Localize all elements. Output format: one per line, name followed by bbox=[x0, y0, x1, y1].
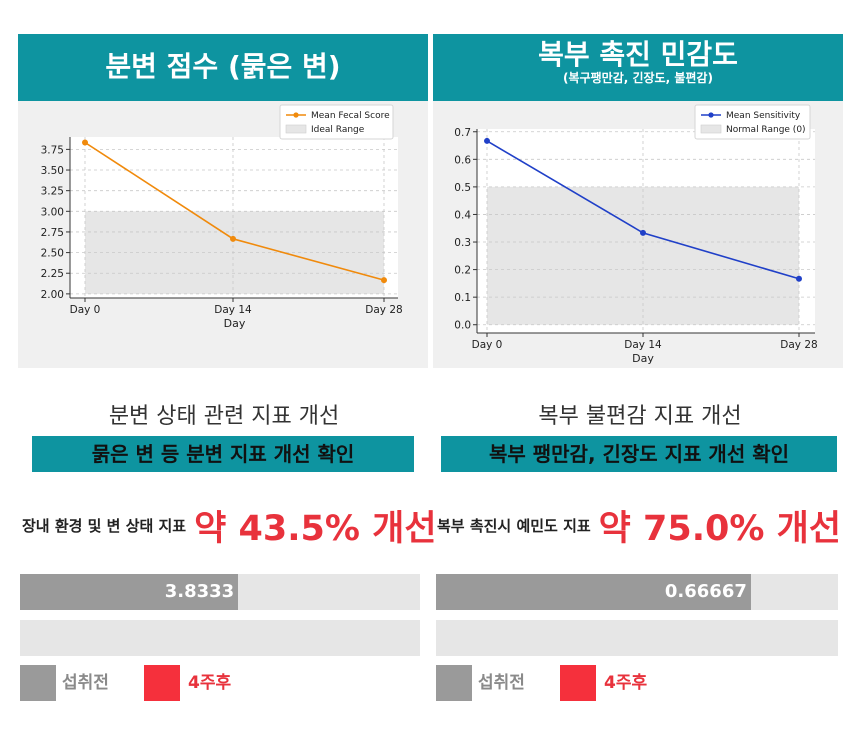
data-point bbox=[381, 277, 387, 284]
legend-label-before: 섭취전 bbox=[478, 673, 525, 693]
abdominal-before-bar-track: 0.66667 bbox=[436, 574, 838, 610]
legend-box bbox=[279, 104, 394, 140]
abdominal-metric-label: 복부 촉진시 예민도 지표 bbox=[437, 517, 591, 535]
fecal-after-bar-track bbox=[20, 620, 420, 656]
y-tick-label: 3.25 bbox=[41, 186, 64, 198]
abdominal-sensitivity-subtitle: (복구팽만감, 긴장도, 불편감) bbox=[563, 71, 713, 85]
abdominal-improvement: 복부 촉진시 예민도 지표 약 75.0% 개선 bbox=[437, 500, 841, 550]
data-point bbox=[796, 275, 802, 282]
abdominal-heading: 복부 불편감 지표 개선 bbox=[538, 404, 742, 429]
legend-label-before: 섭취전 bbox=[62, 673, 109, 693]
y-tick-label: 0.5 bbox=[454, 182, 471, 194]
legend-band-swatch bbox=[285, 124, 307, 134]
legend-band-label: Ideal Range bbox=[311, 125, 365, 135]
y-tick-label: 3.75 bbox=[41, 144, 64, 156]
abdominal-sensitivity-title: 복부 촉진 민감도 bbox=[538, 38, 738, 71]
fecal-before-bar-label: 3.8333 bbox=[164, 581, 235, 602]
fecal-before-bar: 3.8333 bbox=[20, 574, 239, 610]
data-point bbox=[230, 235, 236, 242]
data-point bbox=[484, 137, 490, 144]
legend-series-label: Mean Sensitivity bbox=[726, 111, 801, 121]
abdominal-after-bar-track bbox=[436, 620, 838, 656]
y-tick-label: 0.1 bbox=[454, 292, 471, 304]
abdominal-sensitivity-panel: 복부 촉진 민감도 (복구팽만감, 긴장도, 불편감) 0.0 0.1 0.2 0.3… bbox=[433, 34, 843, 368]
legend-band-swatch bbox=[700, 124, 722, 134]
abdominal-before-bar: 0.66667 bbox=[436, 574, 751, 610]
y-tick-label: 0.6 bbox=[454, 154, 471, 166]
y-tick-label: 3.50 bbox=[41, 165, 64, 177]
fecal-highlight-bar: 묽은 변 등 분변 지표 개선 확인 bbox=[32, 436, 414, 472]
x-tick-label: Day 0 bbox=[70, 304, 101, 316]
legend-swatch-before bbox=[20, 665, 56, 701]
y-tick-label: 0.3 bbox=[454, 237, 471, 249]
fecal-score-chart: 2.00 2.25 2.50 2.75 3.00 3.25 3.50 3.75 Day 0 Day… bbox=[41, 104, 403, 330]
fecal-heading: 분변 상태 관련 지표 개선 bbox=[108, 404, 340, 429]
data-point bbox=[640, 229, 646, 236]
y-tick-label: 0.2 bbox=[454, 265, 471, 277]
abdominal-sensitivity-chart: 0.0 0.1 0.2 0.3 0.4 0.5 0.6 0.7 Day 0 Day 14 Day 2… bbox=[454, 104, 818, 365]
y-tick-label: 0.7 bbox=[454, 127, 471, 139]
legend-band-label: Normal Range (0) bbox=[726, 125, 806, 135]
y-tick-label: 3.00 bbox=[41, 206, 64, 218]
legend-swatch-before bbox=[436, 665, 472, 701]
legend-point-swatch bbox=[708, 112, 714, 118]
y-tick-label: 2.25 bbox=[41, 268, 64, 280]
x-tick-label: Day 28 bbox=[365, 304, 402, 316]
y-tick-label: 0.4 bbox=[454, 209, 471, 221]
fecal-score-title: 분변 점수 (묽은 변) bbox=[105, 50, 341, 83]
y-tick-label: 0.0 bbox=[454, 320, 471, 332]
legend-swatch-after bbox=[560, 665, 596, 701]
fecal-score-chart-area: 2.00 2.25 2.50 2.75 3.00 3.25 3.50 3.75 Day 0 Day… bbox=[18, 101, 428, 368]
abdominal-sensitivity-banner: 복부 촉진 민감도 (복구팽만감, 긴장도, 불편감) bbox=[433, 34, 843, 101]
fecal-metric-label: 장내 환경 및 변 상태 지표 bbox=[22, 517, 187, 535]
y-tick-label: 2.50 bbox=[41, 248, 64, 260]
legend-point-swatch bbox=[293, 112, 299, 118]
y-tick-label: 2.75 bbox=[41, 227, 64, 239]
abdominal-highlight-bar: 복부 팽만감, 긴장도 지표 개선 확인 bbox=[441, 436, 837, 472]
x-tick-label: Day 14 bbox=[624, 339, 662, 351]
fecal-score-banner: 분변 점수 (묽은 변) bbox=[18, 34, 428, 101]
legend-label-after: 4주후 bbox=[188, 673, 232, 693]
abdominal-legend: 섭취전 4주후 bbox=[436, 665, 836, 701]
x-tick-label: Day 0 bbox=[472, 339, 503, 351]
data-point bbox=[82, 139, 88, 146]
legend-label-after: 4주후 bbox=[604, 673, 648, 693]
y-tick-label: 2.00 bbox=[41, 289, 64, 301]
abdominal-sensitivity-chart-area: 0.0 0.1 0.2 0.3 0.4 0.5 0.6 0.7 Day 0 Day 14 Day 2… bbox=[433, 101, 843, 368]
fecal-before-bar-track: 3.8333 bbox=[20, 574, 420, 610]
legend-swatch-after bbox=[144, 665, 180, 701]
fecal-score-panel: 분변 점수 (묽은 변) 2.00 2.25 2.50 2.75 3.00 3.25 3.5… bbox=[18, 34, 428, 368]
legend-box bbox=[694, 104, 811, 140]
x-tick-label: Day 14 bbox=[214, 304, 252, 316]
fecal-improvement: 장내 환경 및 변 상태 지표 약 43.5% 개선 bbox=[22, 500, 437, 550]
x-axis-label: Day bbox=[632, 352, 654, 365]
abdominal-before-bar-label: 0.66667 bbox=[664, 581, 747, 602]
fecal-metric-value: 약 43.5% 개선 bbox=[194, 509, 437, 549]
fecal-legend: 섭취전 4주후 bbox=[20, 665, 420, 701]
abdominal-metric-value: 약 75.0% 개선 bbox=[598, 509, 842, 549]
legend-series-label: Mean Fecal Score bbox=[311, 111, 390, 121]
x-axis-label: Day bbox=[224, 317, 246, 330]
x-tick-label: Day 28 bbox=[780, 339, 817, 351]
